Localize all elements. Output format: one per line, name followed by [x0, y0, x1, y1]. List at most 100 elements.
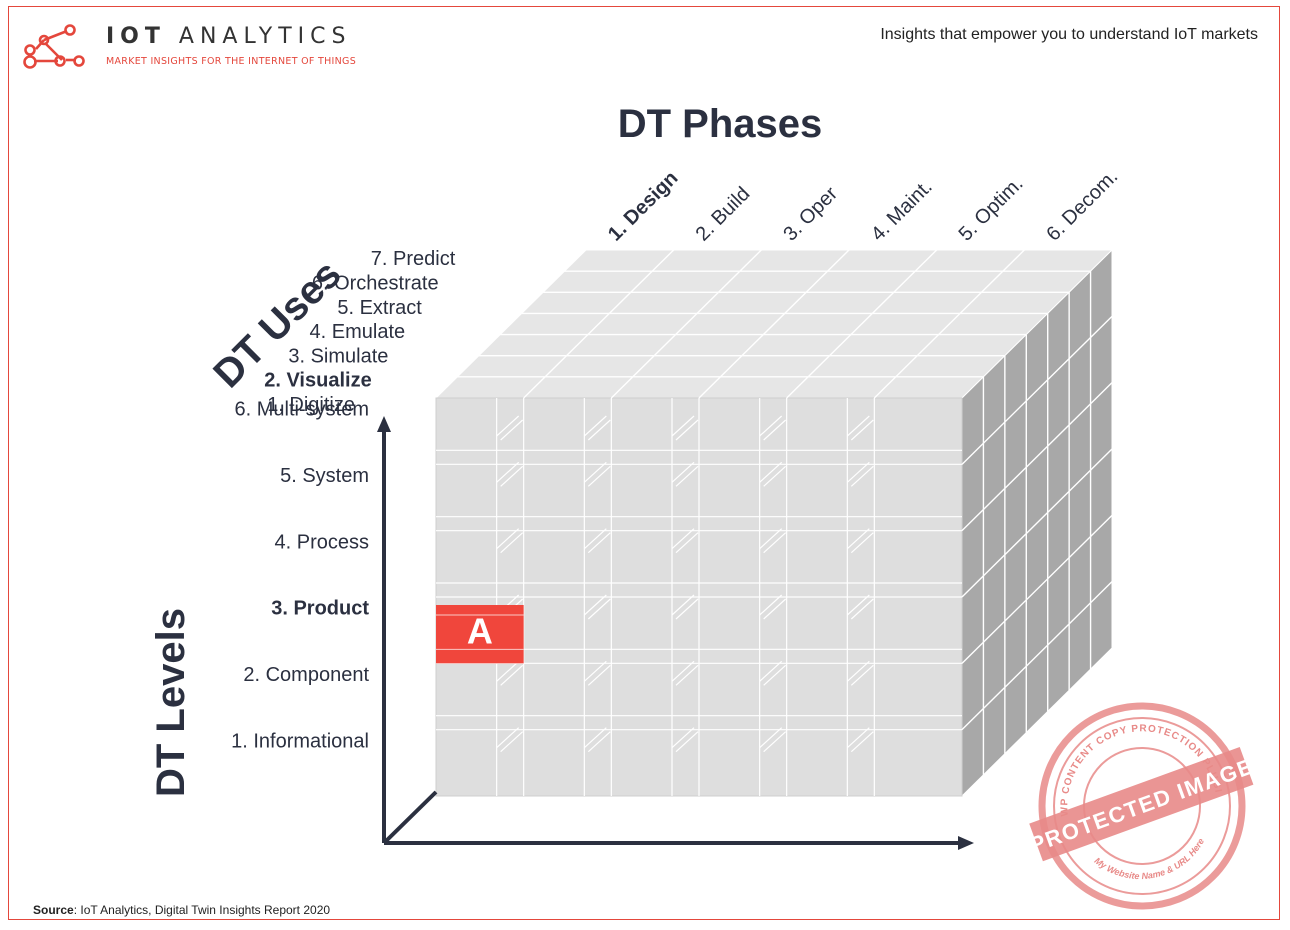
front-grid-glint	[496, 415, 520, 437]
use-label: 4. Emulate	[310, 321, 406, 343]
use-label: 6. Orchestrate	[312, 273, 439, 295]
front-grid-glint	[583, 660, 607, 682]
use-label: 5. Extract	[337, 297, 422, 319]
front-grid-glint	[846, 461, 870, 483]
brand-tagline: MARKET INSIGHTS FOR THE INTERNET OF THIN…	[106, 56, 357, 67]
front-grid-glint	[675, 731, 699, 753]
front-grid-glint	[763, 465, 787, 487]
front-grid-glint	[763, 419, 787, 441]
front-grid-glint	[583, 461, 607, 483]
side-grid-line	[961, 382, 1113, 532]
front-grid-glint	[675, 465, 699, 487]
front-grid-glint	[671, 594, 695, 616]
front-grid-glint	[759, 528, 783, 550]
front-grid-glint	[763, 532, 787, 554]
cube-grid: A	[434, 248, 1114, 798]
front-grid-glint	[496, 727, 520, 749]
use-label: 7. Predict	[371, 248, 456, 270]
front-grid-glint	[587, 532, 611, 554]
front-grid-glint	[675, 419, 699, 441]
level-label: 2. Component	[243, 664, 369, 686]
front-grid-glint	[850, 532, 874, 554]
level-label: 1. Informational	[231, 730, 369, 752]
page-frame	[8, 6, 1280, 920]
top-grid-line	[523, 249, 675, 399]
front-grid-glint	[500, 664, 524, 686]
front-grid-glint	[759, 660, 783, 682]
front-grid-glint	[763, 664, 787, 686]
use-label: 1. Digitize	[267, 394, 355, 416]
stamp-bottom-text: My Website Name & URL Here	[1093, 837, 1207, 882]
front-grid-glint	[500, 419, 524, 441]
stamp-band-bg	[1029, 747, 1254, 862]
front-grid-glint	[496, 461, 520, 483]
front-grid-glint	[671, 461, 695, 483]
axes	[377, 416, 974, 850]
front-grid-glint	[587, 731, 611, 753]
front-grid-glint	[675, 598, 699, 620]
front-grid-glint	[759, 594, 783, 616]
iot-analytics-logo-icon	[23, 24, 85, 69]
stamp-outer-ring	[1038, 702, 1246, 910]
stamp-inner-ring	[1053, 717, 1231, 895]
front-grid-glint	[850, 598, 874, 620]
side-grid-line	[961, 315, 1113, 465]
front-grid-glint	[671, 727, 695, 749]
level-label: 3. Product	[271, 598, 369, 620]
front-grid-glint	[583, 528, 607, 550]
front-grid-glint	[850, 731, 874, 753]
side-grid-line	[961, 514, 1113, 664]
front-grid-glint	[587, 664, 611, 686]
side-grid-line	[961, 448, 1113, 598]
use-label: 3. Simulate	[288, 345, 388, 367]
front-grid-glint	[763, 731, 787, 753]
phases-axis-arrowhead	[958, 836, 974, 850]
phase-label: 6. Decom.	[1042, 166, 1122, 246]
brand-name: IOT ANALYTICS	[106, 24, 352, 49]
front-grid-glint	[583, 415, 607, 437]
front-grid-glint	[850, 664, 874, 686]
phase-label: 3. Oper	[779, 183, 842, 246]
front-grid-glint	[587, 598, 611, 620]
uses-axis-line	[382, 790, 438, 845]
front-grid-glint	[500, 731, 524, 753]
front-grid-glint	[850, 465, 874, 487]
header-tagline: Insights that empower you to understand …	[880, 26, 1258, 43]
highlight-cell-label: A	[467, 610, 493, 651]
dt-levels-title: DT Levels	[149, 608, 193, 797]
front-grid-glint	[846, 727, 870, 749]
front-grid-glint	[846, 594, 870, 616]
phase-label: 1. Design	[604, 167, 682, 245]
front-grid-glint	[846, 660, 870, 682]
front-grid-glint	[496, 660, 520, 682]
top-grid-line	[698, 249, 850, 399]
stamp-band: PROTECTED IMAGE	[1026, 747, 1257, 862]
front-grid-glint	[850, 419, 874, 441]
front-grid-glint	[587, 465, 611, 487]
front-grid-glint	[671, 528, 695, 550]
front-grid-glint	[583, 727, 607, 749]
phase-label: 4. Maint.	[867, 176, 937, 246]
use-label: 2. Visualize	[264, 370, 371, 392]
front-grid-glint	[846, 528, 870, 550]
front-grid-glint	[675, 664, 699, 686]
dt-phases-title: DT Phases	[618, 102, 823, 146]
front-grid-glint	[500, 465, 524, 487]
level-label: 4. Process	[275, 531, 369, 553]
levels-axis-arrowhead	[377, 416, 391, 432]
front-grid-glint	[759, 415, 783, 437]
front-grid-glint	[583, 594, 607, 616]
front-grid-glint	[500, 532, 524, 554]
side-grid-line	[961, 581, 1113, 731]
front-grid-glint	[671, 660, 695, 682]
front-grid-glint	[846, 415, 870, 437]
front-grid-glint	[675, 532, 699, 554]
phase-label: 5. Optim.	[955, 173, 1028, 246]
front-grid-glint	[759, 727, 783, 749]
phase-label: 2. Build	[692, 183, 755, 246]
top-grid-line	[873, 249, 1025, 399]
level-label: 6. Multi-system	[235, 399, 369, 421]
front-grid-glint	[496, 528, 520, 550]
front-grid-glint	[587, 419, 611, 441]
